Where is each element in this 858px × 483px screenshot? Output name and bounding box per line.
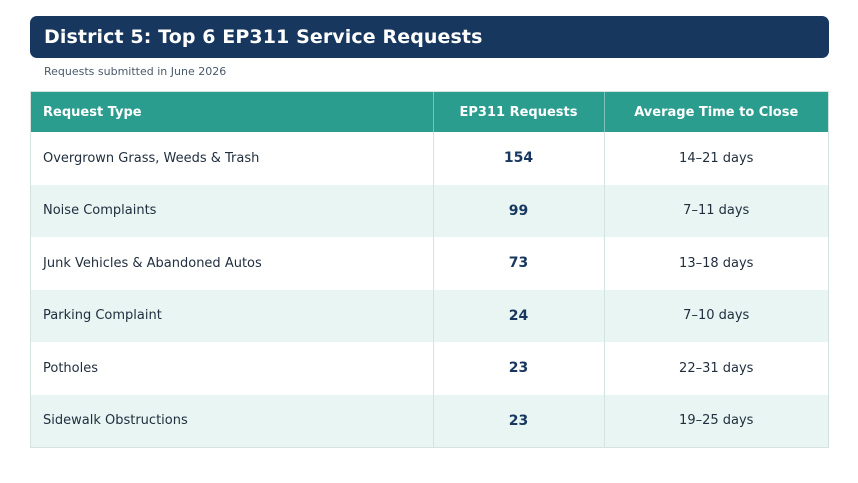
cell-request-type: Junk Vehicles & Abandoned Autos xyxy=(31,237,433,290)
table-row: Potholes 23 22–31 days xyxy=(31,342,828,395)
column-header-ep311-requests: EP311 Requests xyxy=(432,92,604,132)
cell-request-count: 154 xyxy=(432,132,604,185)
cell-average-time: 14–21 days xyxy=(603,132,828,185)
cell-request-type: Potholes xyxy=(31,342,433,395)
cell-request-type: Parking Complaint xyxy=(31,289,433,342)
cell-request-type: Overgrown Grass, Weeds & Trash xyxy=(31,132,433,185)
cell-request-count: 23 xyxy=(432,342,604,395)
header-row: Request Type EP311 Requests Average Time… xyxy=(31,92,828,132)
requests-table-container: Request Type EP311 Requests Average Time… xyxy=(30,91,829,448)
cell-request-count: 23 xyxy=(432,394,604,447)
table-row: Noise Complaints 99 7–11 days xyxy=(31,184,828,237)
column-header-average-time: Average Time to Close xyxy=(603,92,828,132)
page-title: District 5: Top 6 EP311 Service Requests xyxy=(44,26,483,48)
table-row: Parking Complaint 24 7–10 days xyxy=(31,289,828,342)
cell-request-count: 24 xyxy=(432,289,604,342)
cell-request-count: 99 xyxy=(432,184,604,237)
cell-request-type: Sidewalk Obstructions xyxy=(31,394,433,447)
table-row: Sidewalk Obstructions 23 19–25 days xyxy=(31,394,828,447)
requests-table: Request Type EP311 Requests Average Time… xyxy=(31,92,828,447)
title-bar: District 5: Top 6 EP311 Service Requests xyxy=(30,16,829,58)
cell-average-time: 13–18 days xyxy=(603,237,828,290)
table-row: Junk Vehicles & Abandoned Autos 73 13–18… xyxy=(31,237,828,290)
cell-average-time: 22–31 days xyxy=(603,342,828,395)
table-body: Overgrown Grass, Weeds & Trash 154 14–21… xyxy=(31,132,828,447)
cell-request-count: 73 xyxy=(432,237,604,290)
cell-average-time: 7–11 days xyxy=(603,184,828,237)
cell-average-time: 7–10 days xyxy=(603,289,828,342)
column-header-request-type: Request Type xyxy=(31,92,433,132)
table-row: Overgrown Grass, Weeds & Trash 154 14–21… xyxy=(31,132,828,185)
table-header: Request Type EP311 Requests Average Time… xyxy=(31,92,828,132)
cell-average-time: 19–25 days xyxy=(603,394,828,447)
page-subtitle: Requests submitted in June 2026 xyxy=(44,65,227,78)
cell-request-type: Noise Complaints xyxy=(31,184,433,237)
